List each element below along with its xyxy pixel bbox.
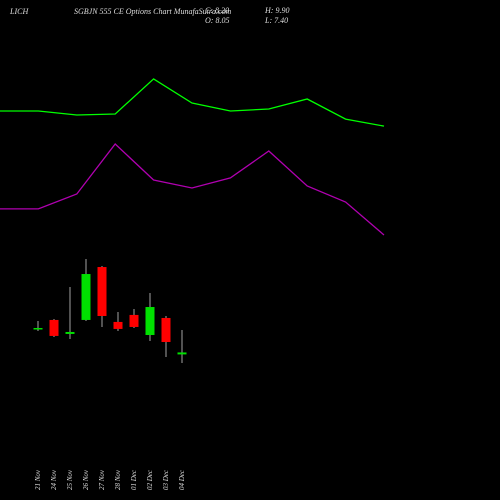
x-tick-label: 01 Dec xyxy=(130,469,138,490)
candle-body xyxy=(145,307,155,336)
indicator-line xyxy=(0,78,385,127)
candle-body xyxy=(81,274,91,320)
candle-body xyxy=(129,314,139,327)
x-tick-label: 04 Dec xyxy=(178,469,186,490)
x-tick-label: 26 Nov xyxy=(82,469,90,490)
x-tick-label: 03 Dec xyxy=(162,469,170,490)
chart-title: LICH xyxy=(9,7,29,16)
x-tick-label: 02 Dec xyxy=(146,469,154,490)
low-label: L: 7.40 xyxy=(264,16,288,25)
x-tick-label: 25 Nov xyxy=(66,469,74,490)
candle-body xyxy=(49,319,59,336)
candle-body xyxy=(33,328,43,330)
candle-body xyxy=(161,317,171,343)
candle-body xyxy=(177,352,187,355)
candle-body xyxy=(65,331,75,334)
candle-body xyxy=(97,267,107,316)
high-label: H: 9.90 xyxy=(264,6,289,15)
x-tick-label: 28 Nov xyxy=(114,469,122,490)
close-label: C: 8.20 xyxy=(205,6,229,15)
chart-subtitle: SGBJN 555 CE Options Chart MunafaSutra.c… xyxy=(74,7,232,16)
indicator-line xyxy=(0,143,385,236)
x-tick-label: 27 Nov xyxy=(98,469,106,490)
candle-body xyxy=(113,321,123,329)
x-tick-label: 21 Nov xyxy=(34,469,42,490)
x-tick-label: 24 Nov xyxy=(50,469,58,490)
open-label: O: 8.05 xyxy=(205,16,229,25)
